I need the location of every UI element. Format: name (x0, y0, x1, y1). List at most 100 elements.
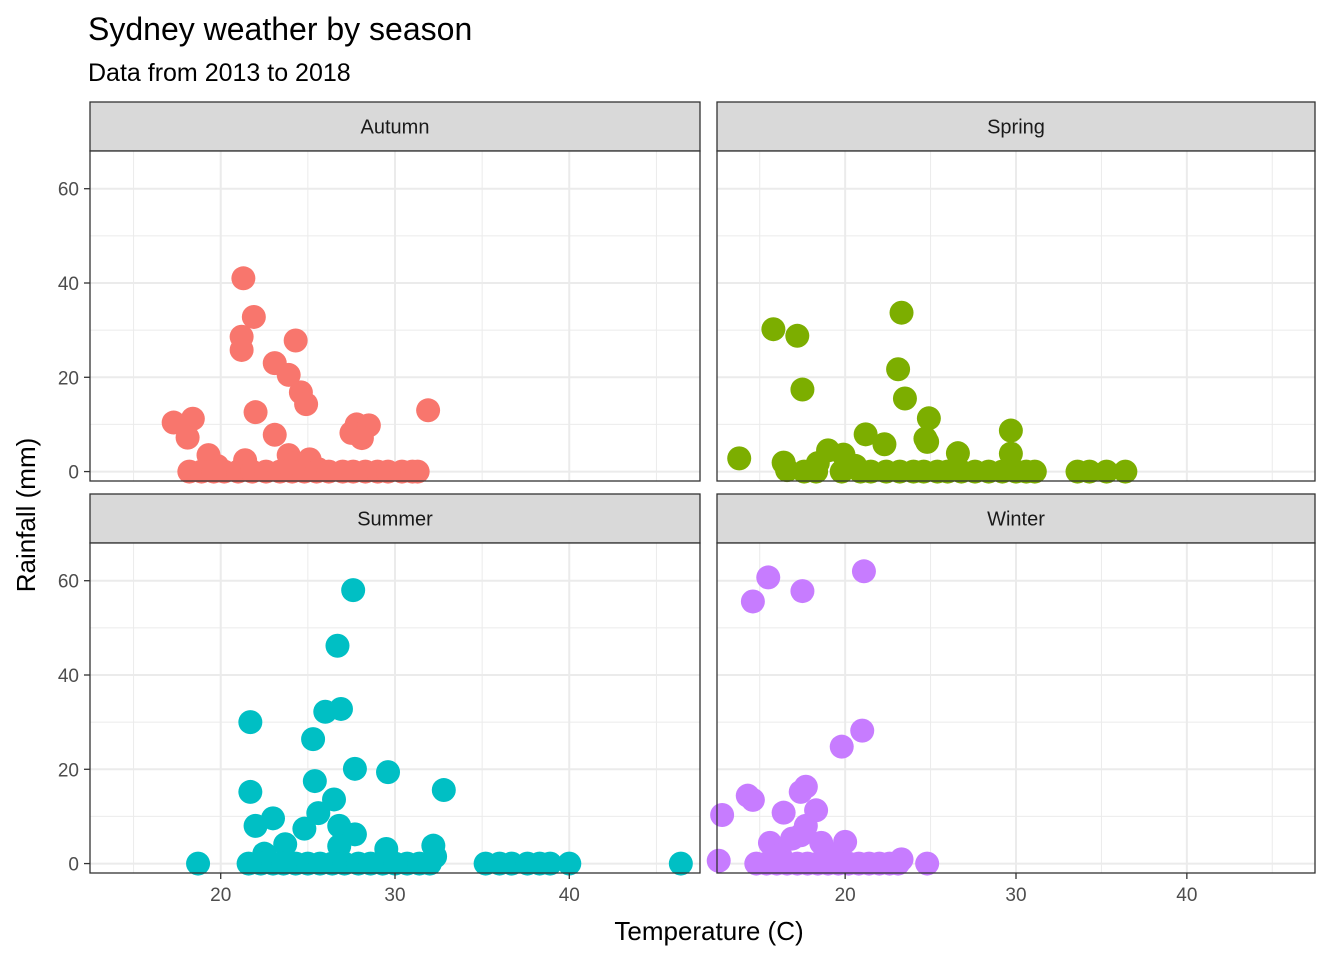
data-point (180, 406, 205, 431)
data-point (276, 362, 301, 387)
data-point (853, 422, 878, 447)
data-point (727, 446, 752, 471)
facet-strip-label: Spring (987, 117, 1045, 139)
data-point (376, 760, 401, 785)
y-tick-label: 40 (58, 666, 79, 687)
facet-strip (89, 493, 701, 544)
data-point (243, 813, 268, 838)
data-point (306, 801, 331, 826)
data-point (349, 426, 374, 451)
data-point (292, 816, 317, 841)
chart-subtitle: Data from 2013 to 2018 (88, 59, 351, 87)
data-point (804, 459, 829, 484)
data-point (915, 851, 940, 876)
data-point (431, 778, 456, 803)
data-point (740, 787, 765, 812)
data-point (785, 323, 810, 348)
data-point (851, 559, 876, 584)
data-point (175, 425, 200, 450)
data-point (1077, 459, 1102, 484)
data-point (850, 718, 875, 743)
y-tick-label: 0 (68, 463, 79, 484)
panel-border (716, 150, 1316, 482)
data-point (1022, 459, 1047, 484)
y-tick-label: 60 (58, 180, 79, 201)
facet-panel-winter: Winter 20 30 40 (706, 493, 1316, 906)
facet-strip-label: Summer (357, 509, 433, 531)
data-point (241, 304, 266, 329)
x-tick-label: 30 (384, 885, 405, 906)
y-axis-title: Rainfall (mm) (11, 438, 41, 593)
facet-panel-summer: Summer 0 20 40 60 20 30 40 (58, 493, 701, 906)
data-point (998, 418, 1023, 443)
data-point (829, 459, 854, 484)
data-point (1094, 459, 1119, 484)
data-point (322, 787, 346, 812)
data-point (325, 633, 350, 658)
y-tick-label: 20 (58, 368, 79, 389)
x-tick-label: 30 (1005, 885, 1026, 906)
data-point (1113, 459, 1138, 484)
data-point (557, 851, 582, 876)
data-point (416, 398, 441, 423)
data-point (790, 579, 815, 604)
y-tick-label: 40 (58, 274, 79, 295)
facet-strip-label: Winter (987, 509, 1045, 531)
data-point (302, 769, 327, 794)
y-tick-label: 60 (58, 572, 79, 593)
data-point (945, 441, 970, 466)
data-point (243, 400, 268, 425)
panel-border (89, 150, 701, 482)
data-point (186, 851, 211, 876)
data-point (313, 699, 338, 724)
data-point (780, 826, 805, 851)
data-point (341, 578, 366, 603)
data-point (889, 300, 914, 325)
facet-strip (716, 493, 1316, 544)
y-tick-label: 0 (68, 855, 79, 876)
data-point (913, 426, 938, 451)
data-point (229, 337, 254, 362)
data-point (238, 710, 263, 735)
x-axis-title: Temperature (C) (614, 916, 803, 946)
facet-strip-label: Autumn (361, 117, 430, 139)
x-tick-label: 40 (1176, 885, 1197, 906)
data-point (872, 432, 897, 457)
facet-panel-autumn: Autumn 0 20 40 60 (58, 101, 701, 484)
data-point (238, 779, 263, 804)
data-point (294, 392, 319, 417)
data-point (710, 803, 735, 828)
data-point (706, 848, 731, 873)
data-point (889, 847, 914, 872)
x-tick-label: 20 (835, 885, 856, 906)
facet-strip (716, 101, 1316, 152)
data-point (761, 317, 786, 342)
data-point (771, 800, 796, 825)
data-point (756, 565, 781, 590)
facet-panel-spring: Spring (716, 101, 1316, 484)
data-point (740, 589, 765, 614)
data-point (668, 851, 693, 876)
x-tick-label: 40 (559, 885, 580, 906)
data-point (231, 266, 256, 291)
data-point (892, 386, 917, 411)
x-tick-label: 20 (210, 885, 231, 906)
data-point (283, 328, 308, 353)
data-point (273, 832, 298, 857)
data-point (301, 727, 326, 752)
data-point (262, 422, 287, 447)
data-point (788, 779, 813, 804)
data-point (538, 851, 563, 876)
data-point (790, 377, 815, 402)
data-point (405, 459, 430, 484)
data-point (161, 410, 186, 435)
y-tick-label: 20 (58, 760, 79, 781)
data-point (417, 851, 442, 876)
data-point (342, 756, 367, 781)
data-point (916, 406, 941, 431)
facet-strip (89, 101, 701, 152)
data-point (886, 357, 911, 382)
data-point (829, 734, 854, 759)
